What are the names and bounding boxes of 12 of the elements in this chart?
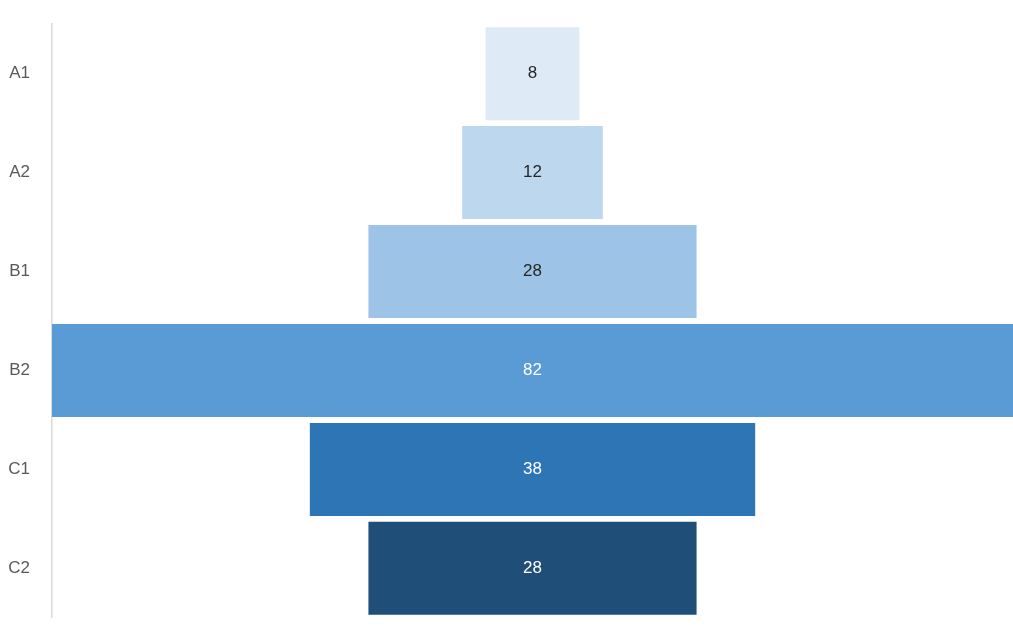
category-label: C1 <box>8 459 30 479</box>
category-label: A1 <box>9 63 30 83</box>
category-label: B2 <box>9 360 30 380</box>
category-label: C2 <box>8 558 30 578</box>
data-label: 12 <box>523 162 542 182</box>
data-label: 38 <box>523 459 542 479</box>
category-label: B1 <box>9 261 30 281</box>
data-label: 82 <box>523 360 542 380</box>
data-label: 28 <box>523 558 542 578</box>
data-label: 8 <box>527 63 538 83</box>
category-label: A2 <box>9 162 30 182</box>
data-label: 28 <box>523 261 542 281</box>
